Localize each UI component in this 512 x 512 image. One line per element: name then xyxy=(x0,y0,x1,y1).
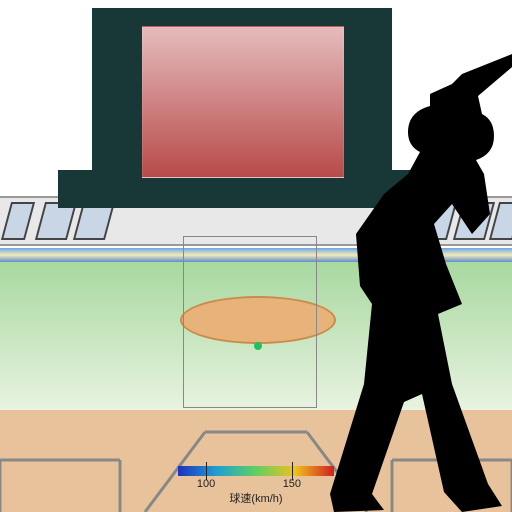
speed-legend-bar xyxy=(178,466,334,476)
legend-tick-label-1: 150 xyxy=(278,478,306,490)
pitch-location-chart: 100 150球速(km/h) xyxy=(0,0,512,512)
legend-axis-label: 球速(km/h) xyxy=(178,490,334,506)
legend-tick-label-0: 100 xyxy=(192,478,220,490)
batter-silhouette xyxy=(312,54,512,512)
